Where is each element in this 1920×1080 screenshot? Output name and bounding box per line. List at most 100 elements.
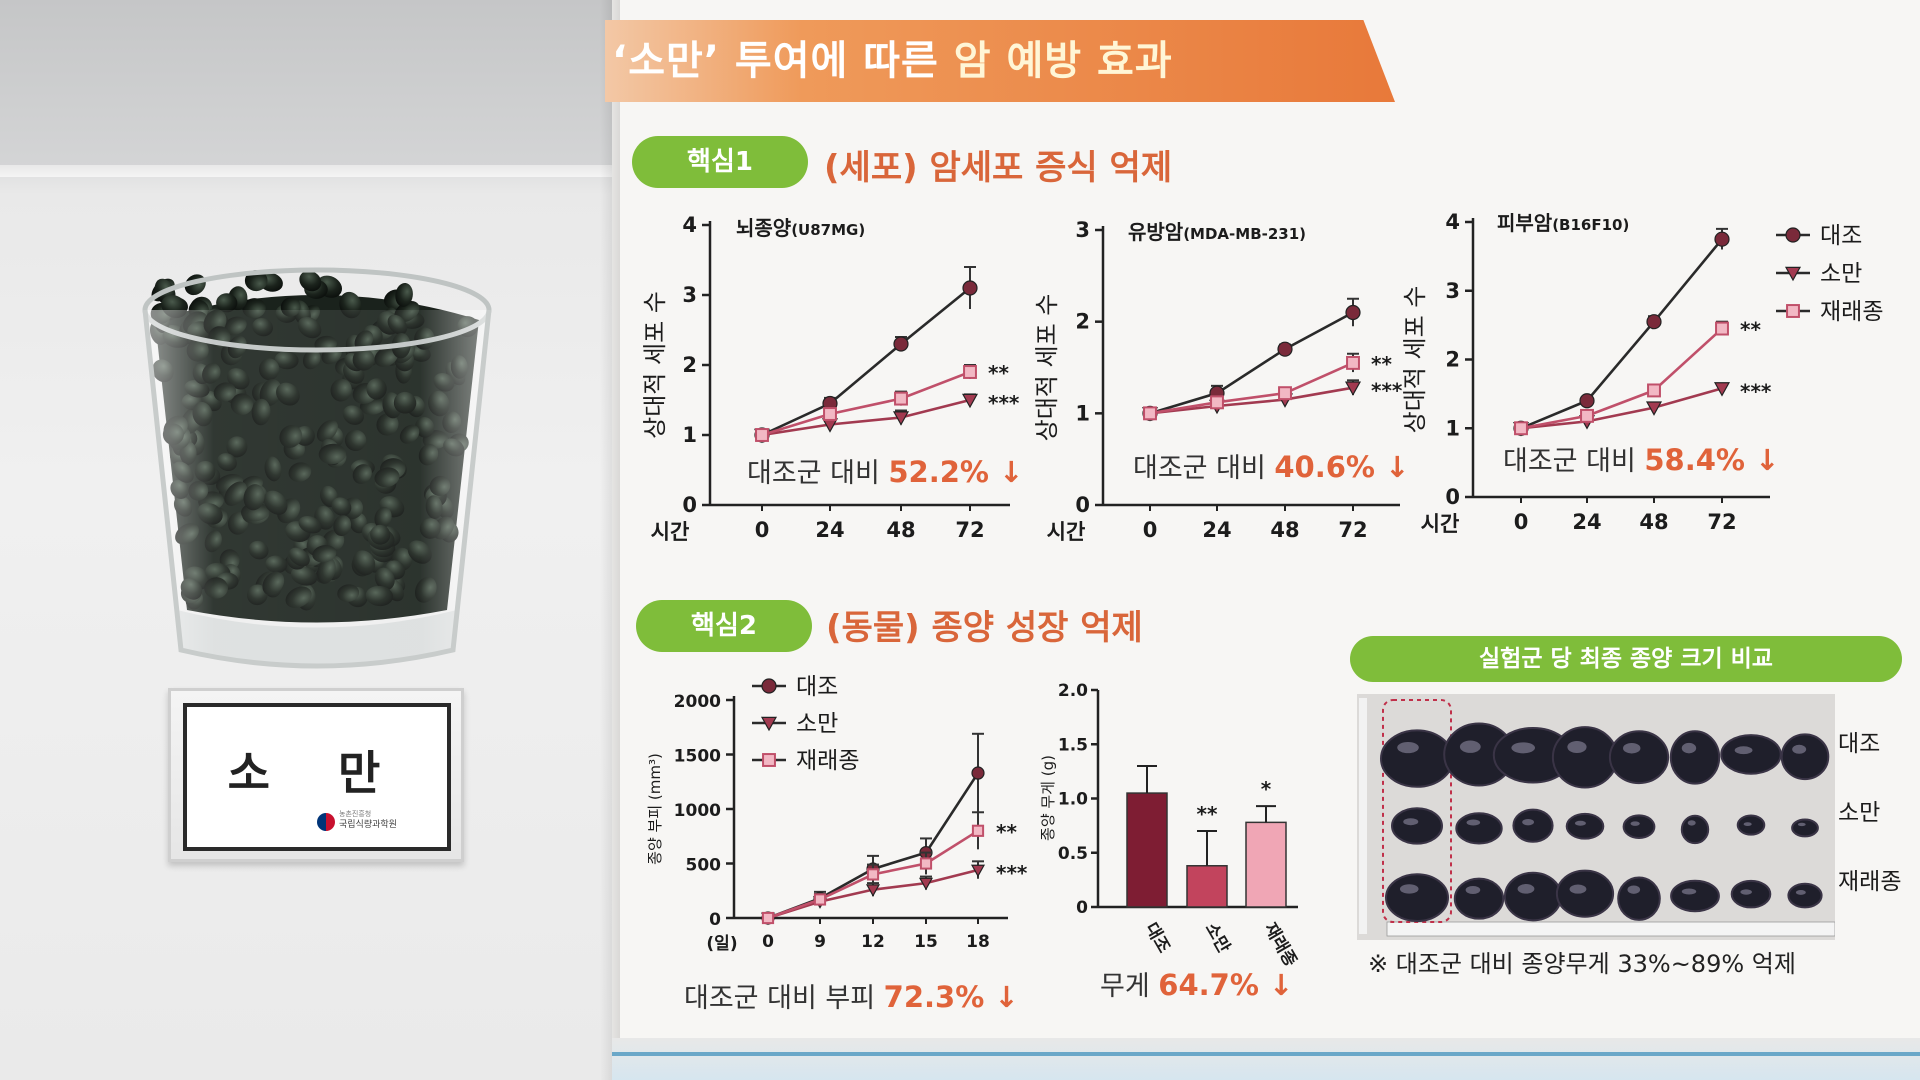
soybean [299,270,322,292]
volume-reduction-pct: 72.3% ↓ [884,980,1019,1014]
x-tick-label: 재래종 [1260,920,1301,971]
x-axis-label: 시간 [651,520,690,544]
tumor [1720,734,1782,775]
tumor-highlight [1522,818,1534,826]
data-point [1278,386,1292,401]
data-point [866,868,880,881]
reduction-pct: 58.4% ↓ [1644,443,1779,477]
data-point [813,893,827,906]
data-point [1714,231,1730,247]
weight-comparison-text: 무게 64.7% ↓ [1100,968,1293,1002]
data-point [894,391,908,406]
tumor [1512,808,1554,843]
x-tick-label: 소만 [1201,920,1234,957]
plot-title-sub: (U87MG) [791,221,865,239]
key-point-1-pill: 핵심1 [632,136,808,188]
tumor-highlight [1734,746,1753,755]
table-edge [0,165,612,177]
tumor-highlight [1466,819,1481,826]
x-tick-label: 72 [1707,510,1736,534]
tumor-note: ※ 대조군 대비 종양무게 33%~89% 억제 [1368,950,1796,978]
data-point [919,857,933,870]
x-axis-label: (일) [706,934,737,954]
significance-mark: * [1261,777,1272,801]
bar [1245,821,1287,908]
tumor-photo [1357,694,1835,940]
plot-title: 뇌종양(U87MG) [736,216,865,240]
legend-marker [762,753,776,767]
data-point [1713,382,1731,397]
x-tick-label: 0 [755,518,770,542]
section1-title: (세포) 암세포 증식 억제 [824,148,1173,188]
tumor-row-label-control: 대조 [1838,731,1881,757]
y-tick-label: 2000 [674,692,721,712]
x-tick-label: 9 [814,932,826,952]
card-org-line1: 농촌진흥청 [339,810,372,818]
ruler-bottom [1386,921,1835,937]
poster-title-part1: ‘소만’ 투여에 따른 [612,38,939,84]
plot-title-sub: (B16F10) [1552,216,1629,234]
tumor-highlight [1740,889,1752,895]
legend-label: 재래종 [796,748,859,774]
series-line-소만 [1520,387,1723,430]
tumor [1453,877,1505,920]
data-point [823,407,837,421]
poster-bottom-line [612,1052,1920,1056]
tumor-row-label-soman: 소만 [1838,800,1881,826]
y-tick-label: 4 [682,213,697,237]
data-point [1645,401,1663,416]
data-point [970,864,986,878]
tumor [1669,730,1721,785]
section2-title: (동물) 종양 성장 억제 [826,608,1143,648]
x-tick-label: 15 [914,932,938,952]
tumor-highlight [1681,888,1697,895]
tumor-highlight [1465,885,1481,894]
x-axis-label: 시간 [1047,520,1086,544]
poster-edge-shadow [600,0,620,1080]
data-point [1579,393,1595,409]
y-tick-label: 0 [682,493,697,517]
poster-title: ‘소만’ 투여에 따른 암 예방 효과 [612,28,1173,86]
data-point [962,280,978,296]
data-point [961,393,979,409]
y-tick-label: 3 [1075,218,1090,242]
tumor-highlight [1399,884,1419,894]
x-tick-label: 48 [1270,518,1299,542]
y-axis-label: 상대적 세포 수 [1401,286,1429,434]
title-banner [605,20,1395,102]
data-point [971,766,985,780]
significance-mark: *** [1371,379,1403,403]
card-org-logo: 농촌진흥청 국립식량과학원 [317,809,439,837]
plot-title: 피부암(B16F10) [1497,211,1629,235]
tumor-comparison-banner: 실험군 당 최종 종양 크기 비교 [1350,636,1902,682]
comparison-text: 대조군 대비 58.4% ↓ [1503,443,1779,477]
significance-mark: ** [1371,352,1392,376]
wall [0,0,612,170]
significance-mark: *** [1740,379,1772,403]
x-tick-label: 48 [886,518,915,542]
tumor [1555,869,1615,918]
soybean [216,293,238,313]
tumor-highlight [1403,818,1419,826]
legend-label: 대조 [796,674,838,700]
data-point [963,365,977,379]
tumor-highlight [1574,820,1586,826]
significance-mark: ** [988,361,1009,385]
soybean [395,282,413,307]
data-point [918,877,934,891]
y-tick-label: 0 [1076,898,1088,918]
series-line-소만 [761,398,971,437]
x-tick-label: 24 [1202,518,1231,542]
tumor-highlight [1687,820,1696,826]
tumor [1780,733,1830,781]
tumor [1680,814,1710,845]
y-tick-label: 1 [1075,401,1090,425]
y-tick-label: 1500 [674,747,721,767]
y-tick-label: 3 [682,283,697,307]
weight-reduction-pct: 64.7% ↓ [1158,968,1293,1002]
